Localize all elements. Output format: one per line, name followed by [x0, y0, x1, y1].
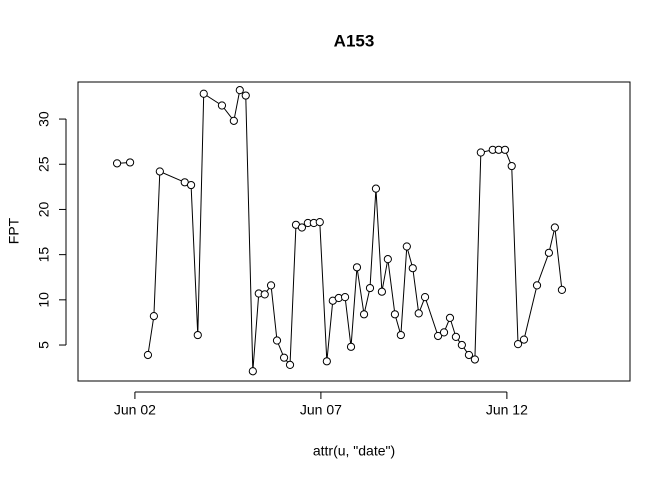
x-tick-label: Jun 02: [114, 402, 156, 418]
y-tick-label: 25: [36, 156, 52, 172]
x-axis-label: attr(u, "date"): [313, 443, 395, 459]
y-tick-label: 20: [36, 201, 52, 217]
data-point: [550, 223, 559, 232]
data-point: [186, 180, 196, 190]
data-point: [143, 350, 153, 360]
data-point: [402, 242, 411, 251]
data-point: [439, 328, 449, 337]
data-point: [285, 360, 295, 370]
data-point: [260, 290, 269, 299]
data-point: [445, 313, 455, 323]
data-point: [235, 86, 244, 95]
data-point: [408, 264, 417, 273]
data-point: [155, 167, 164, 176]
data-point: [229, 116, 238, 125]
data-point: [377, 287, 386, 296]
data-point: [112, 159, 122, 168]
data-point: [470, 355, 479, 364]
data-point: [352, 263, 362, 272]
y-tick-label: 5: [36, 341, 52, 349]
x-tick-label: Jun 07: [300, 402, 342, 418]
data-point: [519, 335, 529, 344]
data-point: [513, 340, 523, 349]
data-point: [248, 367, 257, 376]
y-axis-label: FPT: [6, 217, 22, 244]
data-point: [451, 332, 461, 341]
data-point: [420, 293, 430, 302]
data-point: [390, 310, 400, 319]
data-point: [457, 340, 466, 350]
data-point: [149, 312, 158, 321]
data-point: [396, 330, 405, 340]
y-tick-label: 15: [36, 247, 52, 263]
data-point: [476, 148, 485, 157]
data-point: [199, 89, 208, 98]
data-point: [507, 161, 516, 171]
data-point: [279, 353, 289, 362]
data-point: [322, 357, 331, 366]
data-point: [266, 281, 276, 290]
data-point: [241, 91, 250, 100]
data-point: [125, 158, 135, 167]
data-point: [532, 281, 542, 290]
y-tick-label: 10: [36, 292, 52, 308]
y-tick-label: 30: [36, 111, 52, 127]
chart-title: A153: [334, 31, 375, 50]
data-point: [433, 331, 443, 341]
data-point: [544, 248, 554, 257]
data-point: [346, 342, 356, 351]
data-point: [193, 330, 202, 340]
data-point: [383, 255, 392, 264]
data-point: [557, 285, 567, 294]
data-point: [359, 310, 369, 319]
data-point: [371, 184, 381, 193]
data-point: [500, 145, 510, 154]
data-point: [340, 293, 350, 302]
data-point: [297, 223, 307, 232]
x-tick-label: Jun 12: [486, 402, 528, 418]
data-point: [217, 101, 227, 110]
data-point: [464, 350, 474, 360]
data-line: [117, 89, 563, 372]
data-point: [365, 283, 375, 293]
data-point: [272, 336, 282, 345]
data-point: [414, 309, 423, 318]
data-point: [315, 217, 324, 227]
plot-box: [77, 81, 631, 382]
